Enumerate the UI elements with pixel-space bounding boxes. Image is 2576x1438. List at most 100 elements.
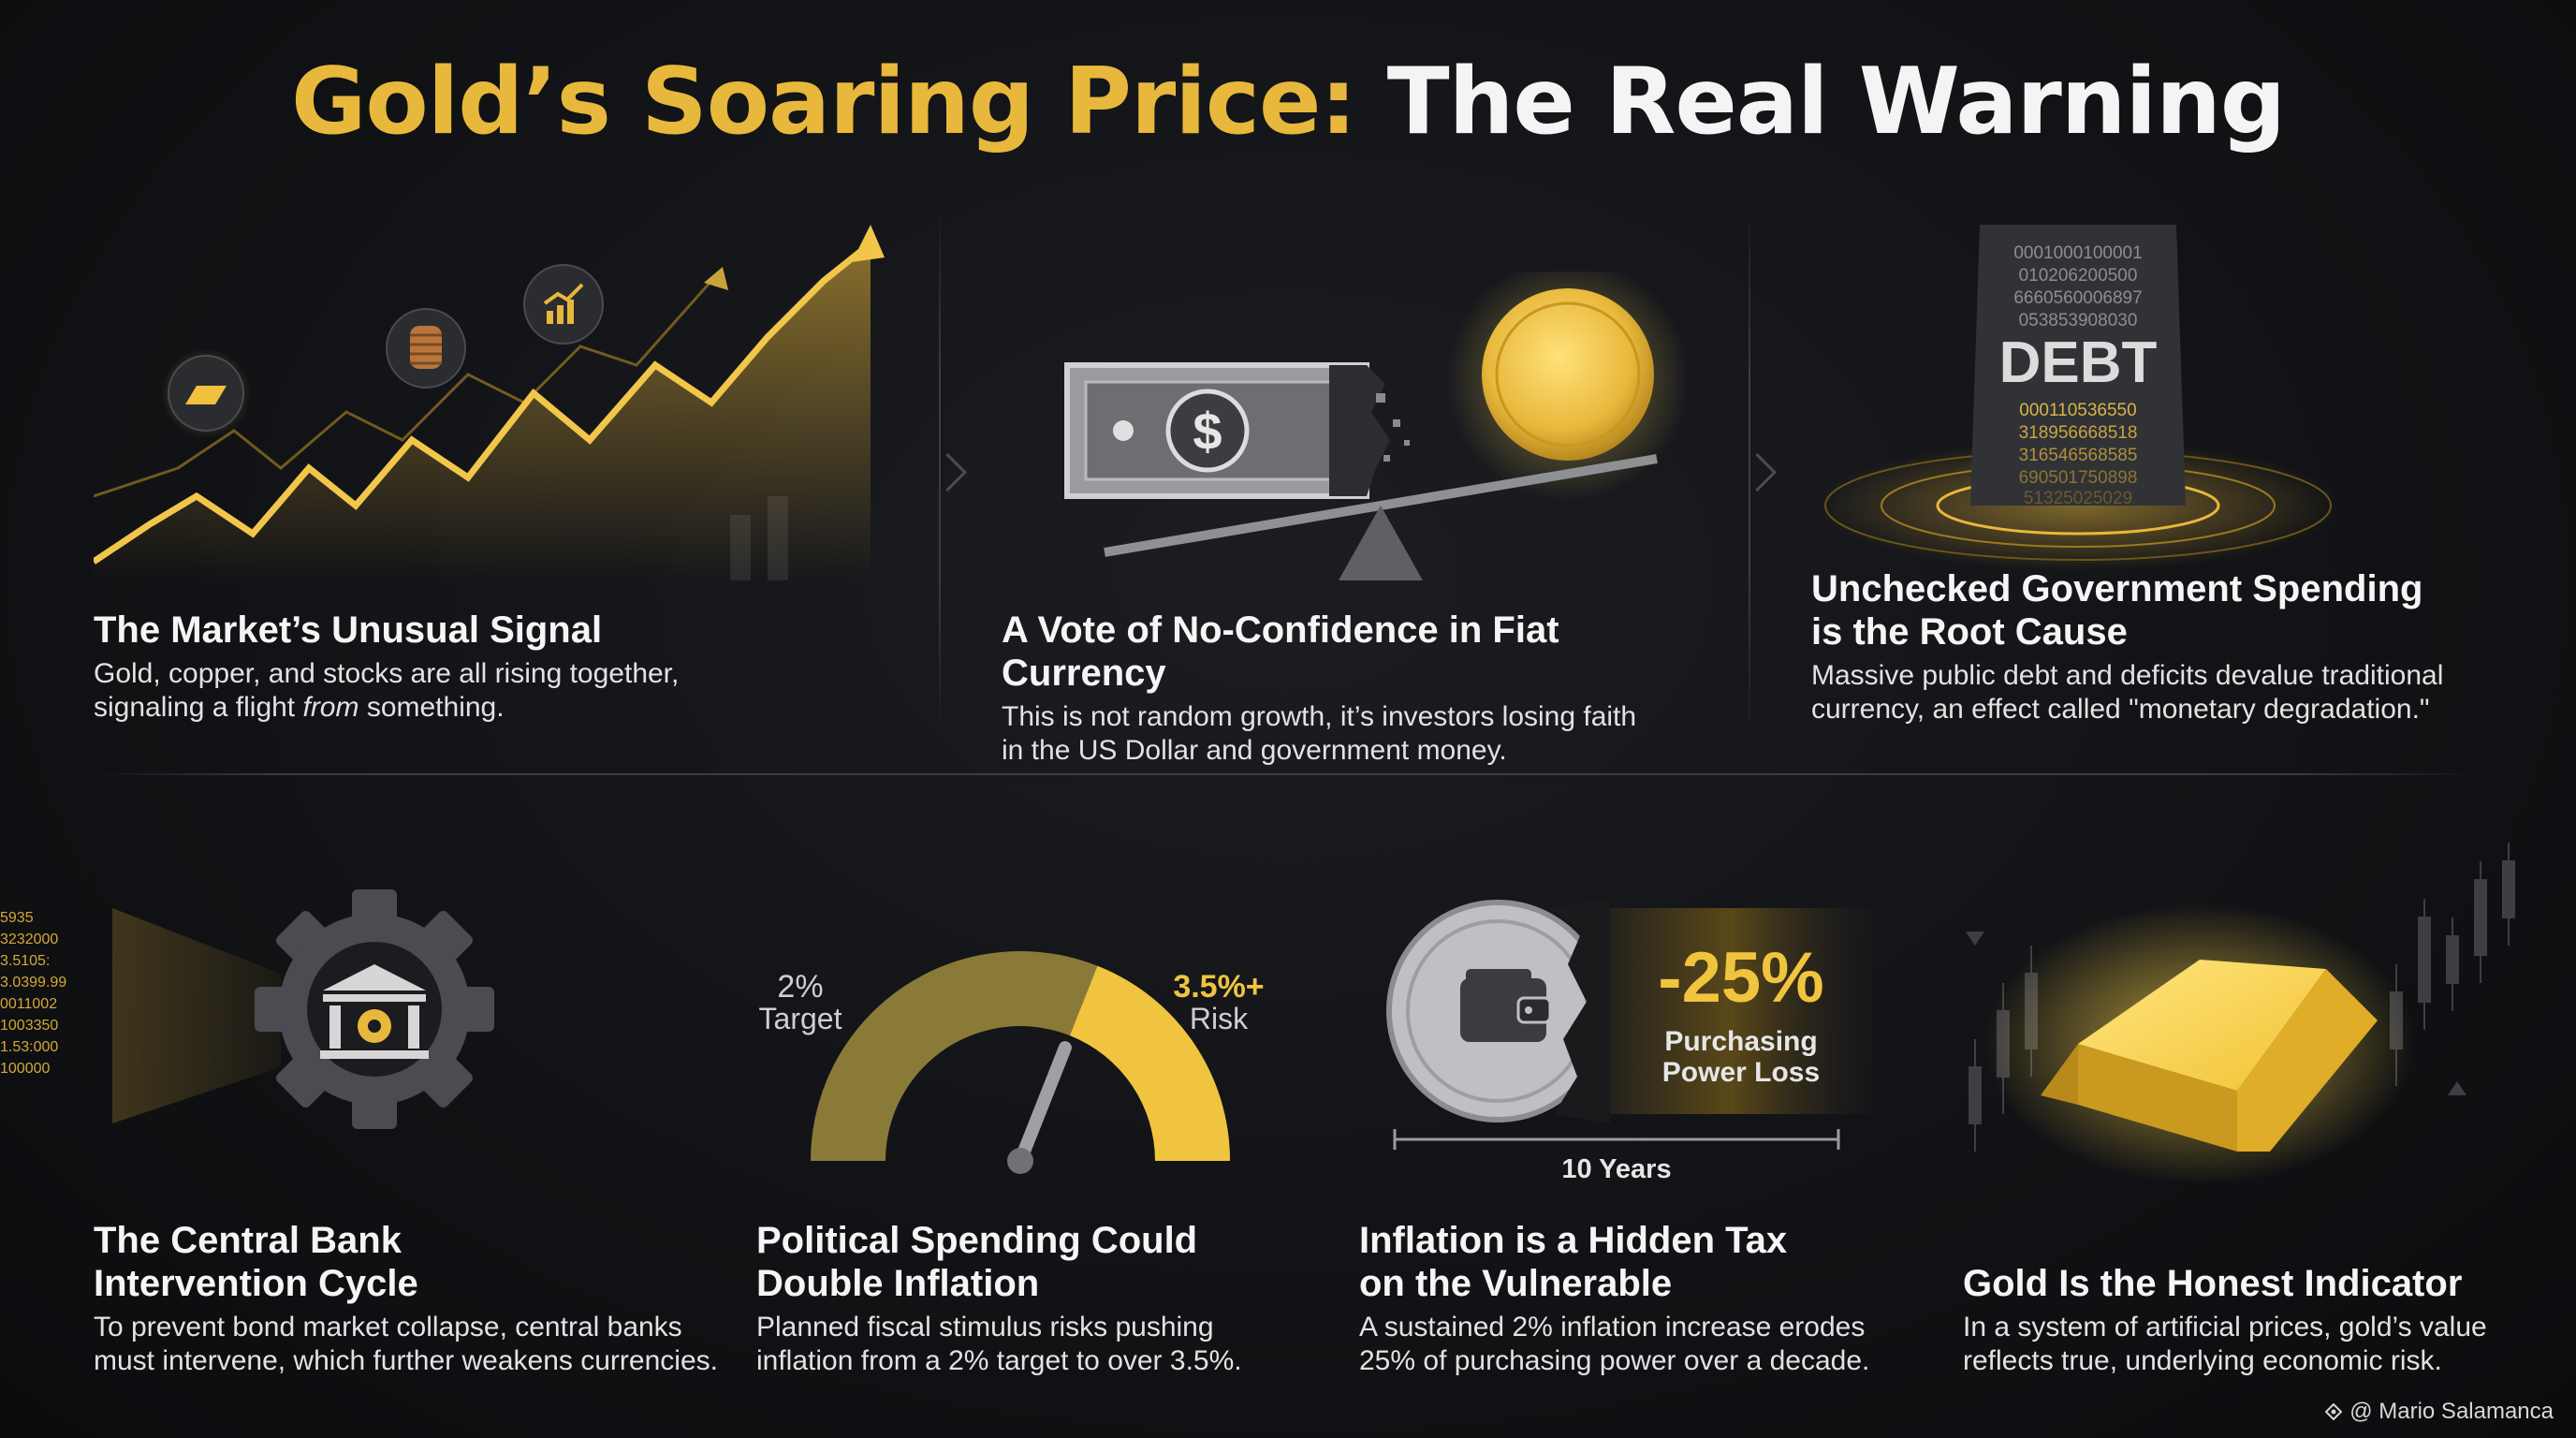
loss-panel bbox=[1591, 908, 1872, 1114]
description-line: To prevent bond market collapse, central… bbox=[94, 1312, 682, 1343]
description-line: in the US Dollar and government money. bbox=[1002, 735, 1507, 766]
gauge-left-value: 2% bbox=[777, 969, 823, 1005]
panel-heading: Intervention Cycle bbox=[94, 1263, 418, 1304]
gold-coin-rim bbox=[1495, 301, 1641, 448]
title-gold-part: Gold’s Soaring Price: bbox=[290, 49, 1357, 155]
description-text: signaling a flight bbox=[94, 692, 303, 723]
chevron-right-icon bbox=[1737, 452, 1778, 492]
title-white-part: The Real Warning bbox=[1386, 49, 2286, 155]
debt-digits: 000110536550 bbox=[2019, 401, 2136, 420]
binary-stream: 3.0399.99 bbox=[0, 975, 66, 990]
trend-arrow-icon bbox=[704, 267, 728, 290]
binary-stream: 0011002 bbox=[0, 996, 57, 1012]
description-line: A sustained 2% inflation increase erodes bbox=[1359, 1312, 1866, 1343]
diamond-logo-icon bbox=[2325, 1403, 2343, 1420]
panel-heading: is the Root Cause bbox=[1811, 611, 2128, 653]
coins-icon bbox=[410, 326, 442, 369]
panel-political-spending: Political Spending Could Double Inflatio… bbox=[756, 1219, 1337, 1378]
gauge-needle bbox=[1014, 1041, 1072, 1167]
description-line: Gold, copper, and stocks are all rising … bbox=[94, 658, 680, 689]
author-credit: @ Mario Salamanca bbox=[2325, 1399, 2554, 1425]
divider-horizontal bbox=[94, 773, 2481, 775]
panel-description: Gold, copper, and stocks are all rising … bbox=[94, 657, 899, 725]
fiat-vs-gold-scale: $ bbox=[1064, 271, 1685, 580]
inflation-gauge: 2% Target 3.5%+ Risk bbox=[759, 951, 1265, 1174]
trend-chart-icon bbox=[543, 283, 584, 324]
loss-value: -25% bbox=[1658, 938, 1823, 1018]
trend-badge bbox=[523, 264, 604, 345]
panel-market-signal: The Market’s Unusual Signal Gold, copper… bbox=[94, 609, 899, 725]
divider-vertical-1 bbox=[939, 220, 941, 726]
central-bank-gear: 5935 3232000 3.5105: 3.0399.99 0011002 1… bbox=[0, 889, 494, 1129]
debt-digits: 318956668518 bbox=[2019, 423, 2138, 443]
gauge-hub bbox=[1007, 1148, 1033, 1174]
bank-icon bbox=[320, 964, 429, 1059]
debt-label: DEBT bbox=[1999, 330, 2158, 395]
description-line: signaling a flight from something. bbox=[94, 691, 899, 725]
description-line: must intervene, which further weakens cu… bbox=[94, 1345, 718, 1376]
credit-text: @ Mario Salamanca bbox=[2349, 1399, 2554, 1424]
description-line: Planned fiscal stimulus risks pushing bbox=[756, 1312, 1214, 1343]
debt-digits: 0001000100001 bbox=[2013, 243, 2142, 263]
main-trend-line bbox=[94, 241, 873, 565]
binary-stream: 3232000 bbox=[0, 932, 58, 947]
binary-stream: 3.5105: bbox=[0, 953, 50, 969]
description-line: 25% of purchasing power over a decade. bbox=[1359, 1345, 1870, 1376]
secondary-line bbox=[94, 280, 713, 498]
debt-digits: 6660560006897 bbox=[2013, 288, 2142, 308]
panel-heading: A Vote of No-Confidence in Fiat Currency bbox=[1002, 609, 1559, 694]
triangle-marker-icon bbox=[2448, 1081, 2466, 1095]
panel-heading: The Central Bank bbox=[94, 1220, 402, 1261]
binary-stream: 1.53:000 bbox=[0, 1039, 58, 1055]
gauge-right-label: Risk bbox=[1190, 1002, 1249, 1035]
wallet-icon bbox=[1460, 969, 1552, 1042]
debt-digits: 053853908030 bbox=[2019, 311, 2138, 330]
panel-heading: Double Inflation bbox=[756, 1263, 1040, 1304]
gold-bar-graphic bbox=[1966, 843, 2515, 1184]
description-line: Massive public debt and deficits devalue… bbox=[1811, 660, 2444, 691]
debt-digits: 51325025029 bbox=[2024, 489, 2132, 508]
description-text: something. bbox=[359, 692, 505, 723]
svg-text:$: $ bbox=[1193, 402, 1222, 461]
coin-crack bbox=[1549, 899, 1610, 1123]
panel-description: Massive public debt and deficits devalue… bbox=[1811, 659, 2541, 726]
description-line: inflation from a 2% target to over 3.5%. bbox=[756, 1345, 1242, 1376]
panel-central-bank: The Central Bank Intervention Cycle To p… bbox=[94, 1219, 749, 1378]
dollar-bill-icon: $ bbox=[1064, 362, 1410, 499]
description-line: reflects true, underlying economic risk. bbox=[1963, 1345, 2442, 1376]
gauge-left-label: Target bbox=[759, 1002, 842, 1035]
panel-description: A sustained 2% inflation increase erodes… bbox=[1359, 1311, 1939, 1378]
panel-heading: Unchecked Government Spending bbox=[1811, 568, 2423, 609]
scale-fulcrum bbox=[1339, 506, 1423, 580]
trend-arrow-icon bbox=[852, 225, 885, 262]
debt-digits: 316546568585 bbox=[2019, 446, 2138, 465]
pillar-body bbox=[1970, 225, 2186, 506]
purchasing-power-graphic: -25% Purchasing Power Loss 10 Years bbox=[1386, 899, 1872, 1184]
panel-fiat-confidence: A Vote of No-Confidence in Fiat Currency… bbox=[1002, 609, 1732, 768]
binary-stream: 1003350 bbox=[0, 1018, 58, 1034]
debt-digits: 690501750898 bbox=[2019, 468, 2138, 488]
binary-stream: 100000 bbox=[0, 1061, 50, 1077]
triangle-marker-icon bbox=[1966, 932, 1984, 946]
page-title: Gold’s Soaring Price: The Real Warning bbox=[0, 49, 2576, 155]
rising-market-chart bbox=[94, 225, 885, 580]
gold-bar-icon bbox=[2041, 960, 2378, 1152]
timeline-label: 10 Years bbox=[1561, 1154, 1671, 1184]
debt-pillar: 0001000100001 010206200500 6660560006897… bbox=[1816, 225, 2340, 571]
panel-description: Planned fiscal stimulus risks pushing in… bbox=[756, 1311, 1337, 1378]
description-line: In a system of artificial prices, gold’s… bbox=[1963, 1312, 2487, 1343]
gauge-fill bbox=[1070, 965, 1230, 1161]
binary-stream: 5935 bbox=[0, 910, 34, 926]
description-line: currency, an effect called "monetary deg… bbox=[1811, 694, 2430, 725]
stream-beam bbox=[112, 908, 281, 1123]
divider-vertical-2 bbox=[1749, 220, 1750, 726]
panel-hidden-tax: Inflation is a Hidden Tax on the Vulnera… bbox=[1359, 1219, 1939, 1378]
panel-description: In a system of artificial prices, gold’s… bbox=[1963, 1311, 2543, 1378]
panel-description: To prevent bond market collapse, central… bbox=[94, 1311, 749, 1378]
panel-government-spending: Unchecked Government Spending is the Roo… bbox=[1811, 567, 2541, 726]
loss-label-a: Purchasing bbox=[1664, 1026, 1817, 1057]
panel-heading: Inflation is a Hidden Tax bbox=[1359, 1220, 1788, 1261]
panel-heading: Gold Is the Honest Indicator bbox=[1963, 1263, 2463, 1304]
chevron-right-icon bbox=[928, 452, 968, 492]
description-emphasis: from bbox=[302, 692, 359, 723]
